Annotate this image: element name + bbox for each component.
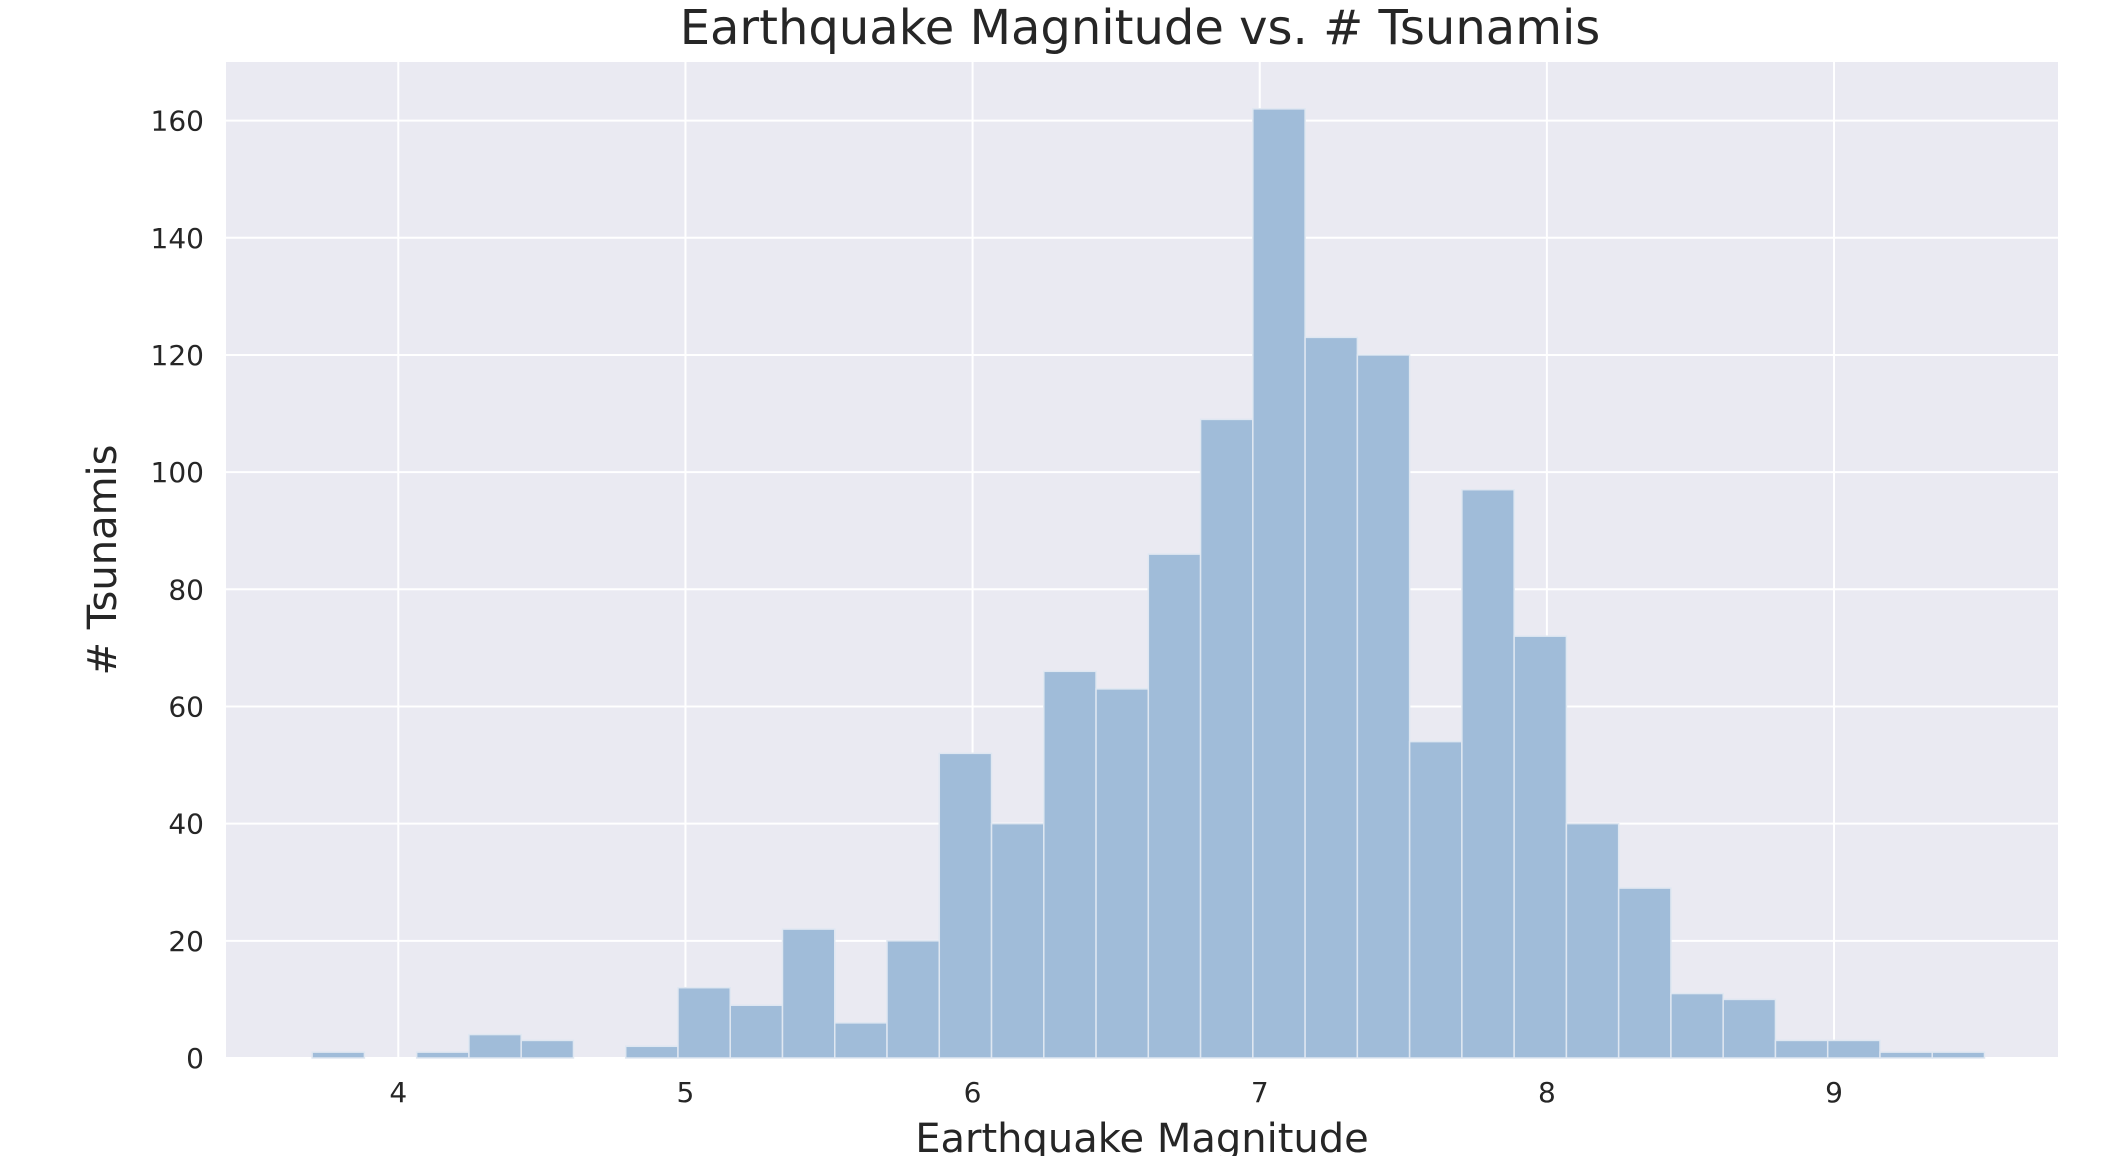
histogram-bar: [520, 1039, 575, 1059]
y-tick-label: 0: [186, 1042, 204, 1075]
y-tick-label: 80: [168, 573, 204, 606]
histogram-bar: [1826, 1039, 1881, 1059]
x-tick-label: 5: [677, 1076, 695, 1109]
histogram-bar: [1931, 1051, 1986, 1059]
histogram-bar: [1722, 998, 1777, 1059]
bars: [311, 108, 1986, 1059]
histogram-bar: [1252, 108, 1306, 1059]
x-tick-label: 8: [1538, 1076, 1556, 1109]
histogram-bar: [781, 928, 836, 1059]
histogram-bar: [1513, 635, 1568, 1059]
histogram-bar: [1408, 740, 1463, 1059]
y-tick-label: 140: [151, 222, 204, 255]
histogram-bar: [1304, 336, 1359, 1059]
x-axis-title: Earthquake Magnitude: [915, 1116, 1369, 1156]
x-tick-label: 6: [964, 1076, 982, 1109]
histogram-bar: [886, 940, 941, 1059]
histogram-bar: [1199, 418, 1254, 1059]
histogram-bar: [677, 986, 731, 1059]
histogram-bar: [311, 1051, 366, 1059]
histogram-bar: [624, 1045, 679, 1059]
y-tick-label: 160: [151, 105, 204, 138]
histogram-bar: [468, 1033, 522, 1059]
x-tick-label: 4: [389, 1076, 407, 1109]
histogram-bar: [938, 752, 993, 1059]
y-tick-label: 40: [168, 808, 204, 841]
histogram-bar: [1356, 354, 1411, 1059]
histogram-bar: [990, 822, 1045, 1059]
y-tick-label: 20: [168, 925, 204, 958]
y-axis-title: # Tsunamis: [80, 444, 126, 675]
histogram-bar: [1043, 670, 1097, 1059]
chart-title: Earthquake Magnitude vs. # Tsunamis: [680, 0, 1601, 56]
histogram-bar: [415, 1051, 470, 1059]
x-tick-label: 9: [1825, 1076, 1843, 1109]
y-tick-label: 120: [151, 339, 204, 372]
histogram-bar: [1774, 1039, 1829, 1059]
histogram-bar: [1879, 1051, 1933, 1059]
y-tick-labels: 0 20 40 60 80 100 120 140 160: [151, 105, 204, 1075]
histogram-bar: [1617, 887, 1672, 1059]
histogram-bar: [1565, 822, 1620, 1059]
histogram-bar: [1095, 688, 1150, 1059]
x-tick-labels: 4 5 6 7 8 9: [389, 1076, 1843, 1109]
y-tick-label: 60: [168, 690, 204, 723]
x-tick-label: 7: [1251, 1076, 1269, 1109]
histogram-bar: [1670, 992, 1724, 1059]
histogram-bar: [729, 1004, 784, 1059]
histogram-bar: [1461, 488, 1515, 1059]
y-tick-label: 100: [151, 456, 204, 489]
histogram-bar: [1147, 553, 1202, 1059]
histogram-bar: [834, 1022, 888, 1059]
